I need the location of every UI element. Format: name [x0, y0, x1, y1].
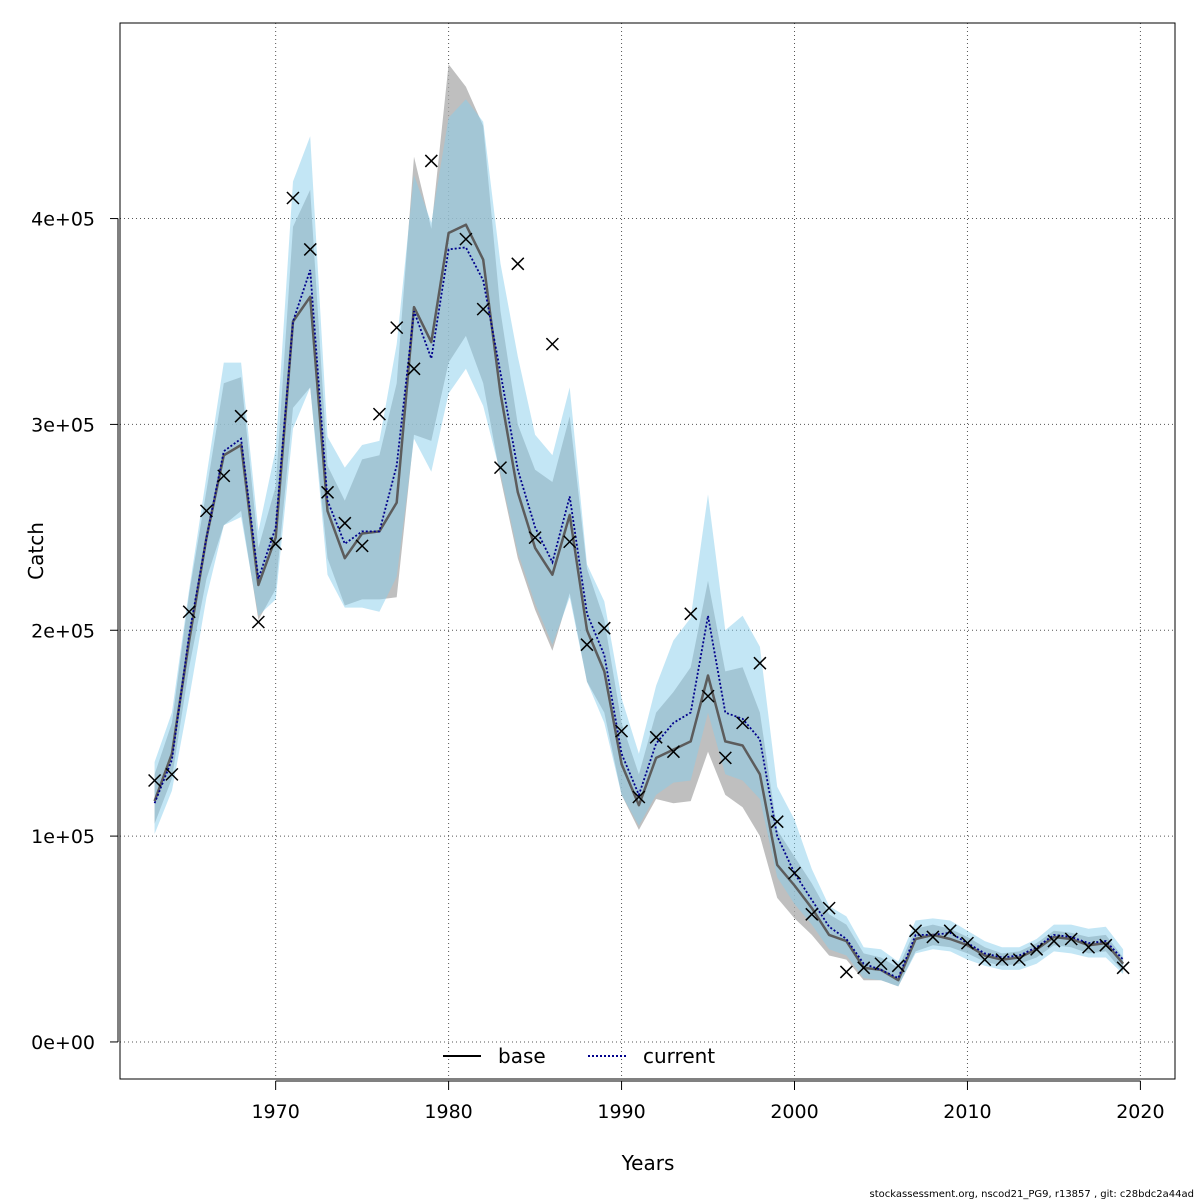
observed-point — [753, 656, 767, 670]
legend-label-base: base — [498, 1044, 546, 1068]
observed-point — [303, 242, 317, 256]
x-tick-label: 2010 — [943, 1101, 991, 1123]
x-tick-label: 1980 — [424, 1101, 472, 1123]
observed-point — [718, 751, 732, 765]
observed-point — [1064, 932, 1078, 946]
legend: base current — [443, 1044, 715, 1068]
observed-points — [148, 154, 1130, 979]
observed-point — [217, 469, 231, 483]
observed-point — [580, 638, 594, 652]
x-tick-label: 1970 — [251, 1101, 299, 1123]
observed-point — [770, 815, 784, 829]
observed-point — [701, 689, 715, 703]
observed-point — [1047, 934, 1061, 948]
line-base — [153, 223, 1125, 982]
observed-point — [839, 965, 853, 979]
observed-point — [995, 953, 1009, 967]
observed-point — [407, 362, 421, 376]
observed-point — [476, 302, 490, 316]
y-tick-label: 2e+05 — [31, 620, 95, 642]
y-axis-title: Catch — [24, 522, 48, 580]
x-tick-label: 1990 — [597, 1101, 645, 1123]
observed-point — [251, 615, 265, 629]
observed-point — [615, 724, 629, 738]
observed-point — [943, 924, 957, 938]
y-tick-label: 4e+05 — [31, 209, 95, 231]
observed-point — [666, 745, 680, 759]
observed-point — [857, 961, 871, 975]
band-current — [154, 99, 1124, 987]
observed-point — [1116, 961, 1130, 975]
observed-point — [182, 605, 196, 619]
x-tick-label: 2000 — [770, 1101, 818, 1123]
observed-point — [511, 257, 525, 271]
observed-point — [528, 531, 542, 545]
observed-point — [545, 337, 559, 351]
observed-point — [1081, 940, 1096, 954]
observed-point — [563, 535, 577, 549]
plot-frame — [119, 22, 1176, 1080]
x-axis-title: Years — [621, 1151, 675, 1175]
observed-point — [372, 407, 386, 421]
observed-point — [1012, 953, 1026, 967]
y-tick-label: 3e+05 — [31, 414, 95, 436]
observed-point — [269, 537, 283, 551]
observed-point — [165, 767, 179, 781]
observed-point — [926, 930, 940, 944]
y-tick-label: 1e+05 — [31, 826, 95, 848]
observed-point — [148, 773, 162, 788]
observed-point — [1030, 942, 1044, 956]
observed-point — [736, 716, 750, 730]
observed-point — [649, 730, 663, 744]
y-tick-label: 0e+00 — [31, 1032, 95, 1054]
observed-point — [459, 232, 473, 246]
observed-point — [684, 607, 698, 621]
observed-point — [978, 953, 992, 967]
x-tick-label: 2020 — [1116, 1101, 1164, 1123]
line-current — [153, 246, 1124, 980]
observed-point — [787, 866, 802, 880]
observed-point — [1099, 938, 1113, 952]
observed-point — [493, 461, 508, 475]
x-axis: 1970 1980 1990 2000 2010 2020 — [251, 1080, 1165, 1123]
observed-point — [199, 504, 214, 518]
observed-point — [286, 191, 300, 205]
y-axis: 0e+00 1e+05 2e+05 3e+05 4e+05 — [31, 209, 119, 1054]
observed-point — [822, 901, 836, 915]
observed-point — [891, 959, 905, 973]
series-lines — [153, 223, 1125, 982]
observed-point — [632, 790, 646, 804]
legend-label-current: current — [643, 1044, 715, 1068]
observed-point — [874, 957, 888, 971]
observed-point — [424, 154, 438, 168]
observed-point — [390, 321, 404, 335]
footer-note: stockassessment.org, nscod21_PG9, r13857… — [870, 1189, 1194, 1200]
observed-point — [909, 924, 923, 938]
observed-point — [597, 621, 611, 635]
observed-point — [805, 907, 819, 921]
observed-point — [234, 409, 248, 423]
observed-point — [321, 485, 335, 499]
observed-point — [960, 936, 974, 950]
observed-point — [338, 516, 352, 530]
observed-point — [355, 539, 369, 553]
